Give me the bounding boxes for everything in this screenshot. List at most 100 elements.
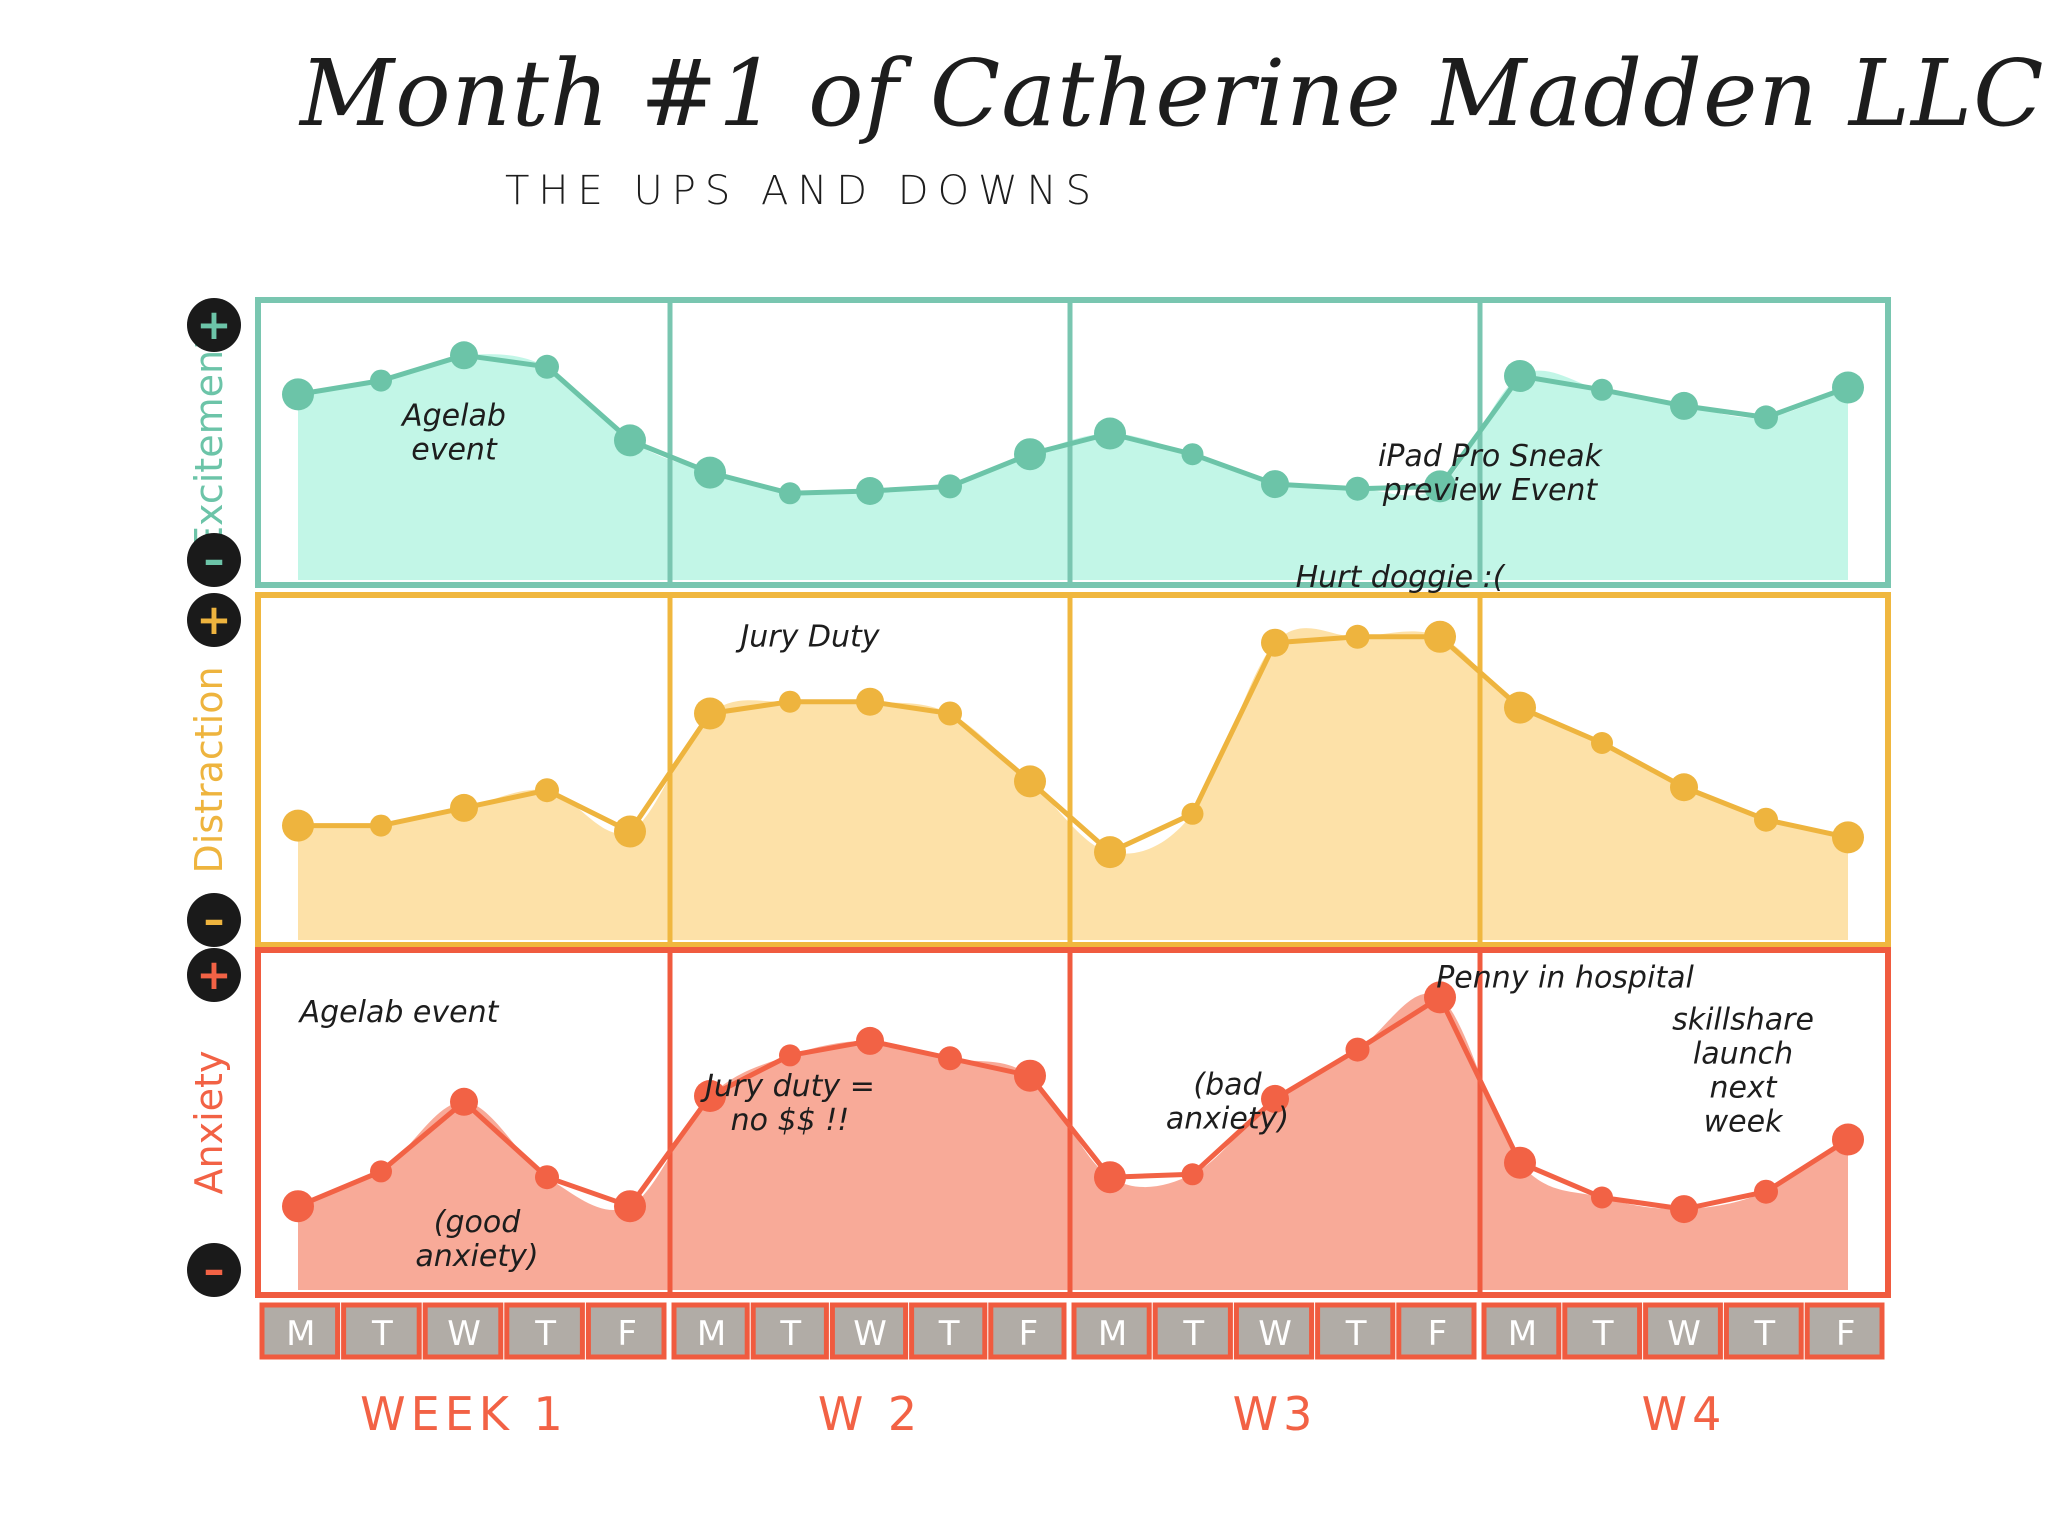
anxiety-data-point [1181, 1163, 1204, 1186]
distraction-axis-label: Distraction [187, 666, 231, 873]
day-box [1233, 1302, 1315, 1360]
excitement-data-point [614, 424, 646, 457]
day-box [671, 1302, 750, 1360]
day-tick-label: T [1592, 1314, 1614, 1354]
day-box [1315, 1302, 1396, 1360]
excitement-data-point [1591, 378, 1613, 401]
anxiety-annotation: Jury duty = no $$ !! [700, 1069, 875, 1138]
anxiety-series-line [297, 994, 1850, 1212]
excitement-annotation: Agelab event [400, 398, 506, 467]
anxiety-minus-sign: – [204, 1245, 225, 1294]
day-tick-label: T [1753, 1314, 1775, 1354]
distraction-data-point [694, 697, 726, 730]
day-box [988, 1302, 1067, 1360]
anxiety-data-point [1591, 1186, 1613, 1209]
anxiety-data-point [1261, 1084, 1289, 1113]
anxiety-data-point [1754, 1179, 1778, 1204]
anxiety-data-point [614, 1190, 646, 1223]
anxiety-annotation-line: (bad [1193, 1068, 1262, 1103]
anxiety-data-point [779, 1044, 801, 1067]
day-box [829, 1302, 909, 1360]
distraction-data-point [1094, 836, 1126, 869]
day-tick-label: F [1428, 1314, 1448, 1354]
day-box [1804, 1302, 1885, 1360]
anxiety-annotation-line: next [1710, 1071, 1778, 1106]
distraction-minus-marker [187, 893, 241, 947]
distraction-data-point [370, 814, 392, 837]
day-tick-label: W [1258, 1314, 1292, 1354]
distraction-data-point [535, 778, 559, 803]
day-box [1152, 1302, 1233, 1360]
anxiety-data-point [535, 1165, 559, 1190]
day-tick-label: T [1182, 1314, 1204, 1354]
excitement-area [298, 354, 1848, 580]
day-box [1071, 1302, 1152, 1360]
distraction-annotation-line: Jury Duty [735, 620, 880, 655]
anxiety-annotation: (bad anxiety) [1166, 1068, 1289, 1137]
excitement-data-point [370, 369, 392, 392]
day-box [422, 1302, 504, 1360]
anxiety-annotation-line: Penny in hospital [1436, 960, 1694, 995]
anxiety-annotation-line: anxiety) [415, 1239, 538, 1274]
anxiety-plus-marker [187, 948, 241, 1002]
excitement-annotation-line: Agelab [400, 398, 506, 433]
day-tick-label: F [617, 1314, 637, 1354]
anxiety-data-point [1832, 1123, 1864, 1156]
distraction-data-point [1181, 802, 1204, 825]
distraction-data-point [1424, 620, 1456, 653]
excitement-data-point [694, 456, 726, 489]
anxiety-data-point [282, 1190, 314, 1223]
week-label: W3 [1233, 1387, 1318, 1441]
distraction-annotation-line: Hurt doggie :( [1296, 560, 1506, 595]
chart-title: Month #1 of Catherine Madden LLC [300, 40, 2045, 147]
distraction-data-point [1504, 691, 1536, 724]
distraction-frame [255, 592, 1891, 948]
excitement-data-point [1261, 470, 1289, 499]
day-box [1723, 1302, 1804, 1360]
day-tick-label: M [697, 1314, 726, 1354]
distraction-data-point [1261, 628, 1289, 657]
excitement-data-point [1504, 360, 1536, 392]
distraction-minus-sign: – [204, 895, 225, 944]
day-box [750, 1302, 829, 1360]
distraction-annotation: Jury Duty [735, 620, 880, 655]
distraction-data-point [282, 809, 314, 842]
anxiety-minus-marker [187, 1243, 241, 1297]
excitement-minus-marker [187, 533, 241, 587]
anxiety-data-point [1504, 1146, 1536, 1179]
day-box [1643, 1302, 1723, 1360]
day-box [585, 1302, 667, 1360]
day-box [504, 1302, 585, 1360]
week-label: WEEK 1 [360, 1387, 568, 1441]
chart-subtitle: THE UPS AND DOWNS [505, 168, 1100, 214]
anxiety-annotation: Agelab event [298, 995, 500, 1030]
day-tick-label: T [938, 1314, 960, 1354]
day-tick-label: T [534, 1314, 556, 1354]
excitement-data-point [856, 477, 884, 505]
excitement-annotation-line: event [411, 432, 498, 467]
day-tick-label: T [371, 1314, 393, 1354]
excitement-series-line [297, 352, 1849, 496]
excitement-data-point [1094, 417, 1126, 450]
day-tick-label: W [853, 1314, 887, 1354]
anxiety-data-point [694, 1080, 726, 1112]
day-tick-label: T [1345, 1314, 1367, 1354]
anxiety-area [298, 993, 1848, 1290]
day-box [1481, 1302, 1562, 1360]
anxiety-annotation-line: week [1704, 1105, 1784, 1140]
excitement-plus-sign: + [196, 300, 231, 349]
anxiety-data-point [1014, 1059, 1046, 1092]
excitement-data-point [1014, 438, 1046, 471]
excitement-axis-label: Excitement [187, 335, 231, 550]
excitement-data-point [1670, 391, 1698, 420]
anxiety-panel: Anxiety+–Agelab event(good anxiety)Jury d… [187, 947, 1891, 1298]
anxiety-annotation-line: launch [1693, 1037, 1793, 1072]
distraction-data-point [779, 690, 801, 713]
distraction-annotation: Hurt doggie :( [1296, 560, 1506, 595]
anxiety-data-point [450, 1087, 478, 1116]
anxiety-data-point [1424, 981, 1456, 1014]
distraction-data-point [1670, 773, 1698, 802]
anxiety-annotation-line: Agelab event [298, 995, 500, 1030]
excitement-annotation-line: preview Event [1382, 473, 1599, 508]
